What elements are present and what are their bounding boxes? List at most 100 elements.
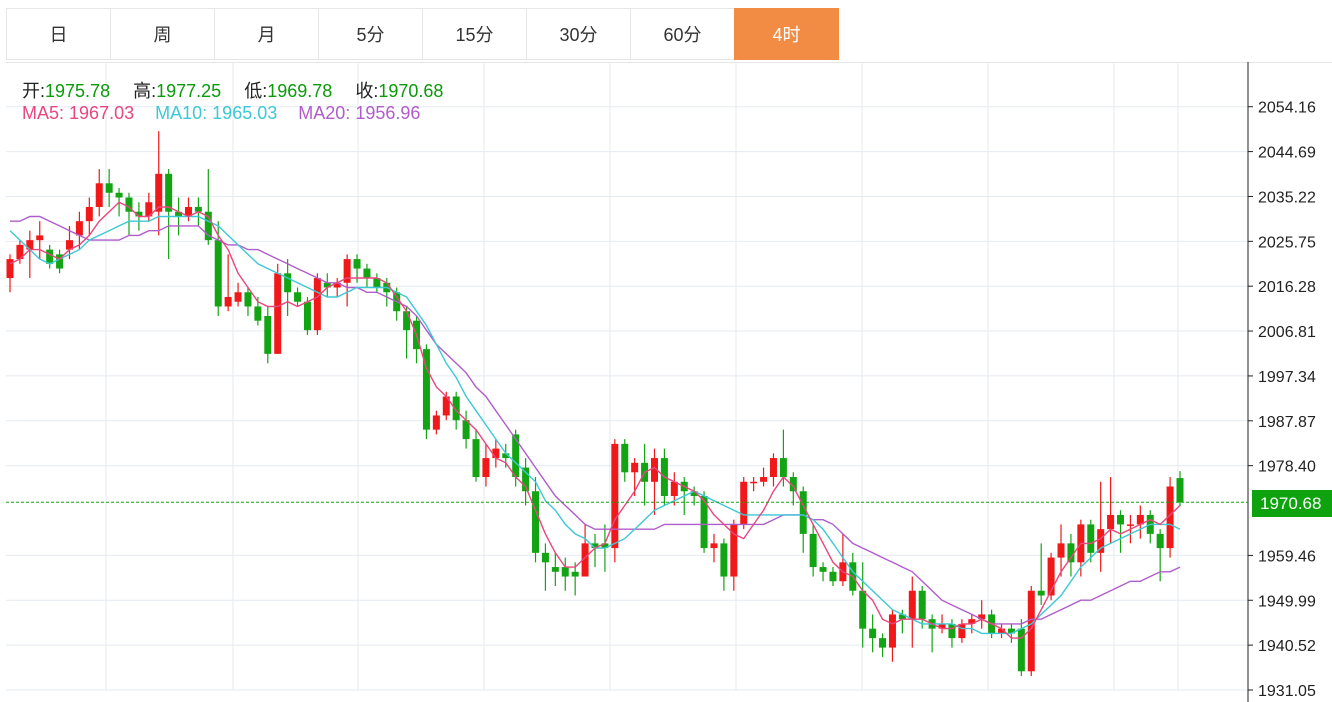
candle-down	[194, 206, 202, 212]
candle-down	[294, 292, 302, 302]
candle-down	[502, 453, 510, 459]
candle-down	[1156, 533, 1164, 549]
tab-15min[interactable]: 15分	[422, 8, 527, 60]
candle-down	[879, 638, 887, 648]
ohlc-readout: 开:1975.78 高:1977.25 低:1969.78 收:1970.68	[22, 77, 461, 103]
candle-up	[234, 292, 242, 302]
low-value: 1969.78	[267, 81, 333, 101]
candle-down	[105, 183, 113, 193]
y-tick-label: 2044.69	[1258, 145, 1316, 162]
candle-down	[303, 301, 311, 331]
tab-60min[interactable]: 60分	[630, 8, 735, 60]
ma10-readout: MA10: 1965.03	[155, 103, 277, 123]
tab-4hour[interactable]: 4时	[734, 8, 839, 60]
candle-down	[46, 249, 54, 264]
y-tick-label: 2054.16	[1258, 100, 1316, 117]
y-tick-label: 2025.75	[1258, 234, 1316, 251]
ma20-label: MA20:	[298, 103, 351, 123]
candle-up	[938, 623, 946, 629]
y-tick-label: 1931.05	[1258, 683, 1316, 700]
candle-up	[224, 296, 232, 307]
candle-up	[26, 240, 34, 250]
candle-up	[769, 458, 777, 478]
candle-up	[581, 543, 589, 577]
candle-up	[908, 590, 916, 620]
candle-up	[1047, 557, 1055, 596]
candle-down	[56, 254, 64, 269]
ma-lines	[6, 201, 1248, 639]
ma5-label: MA5:	[22, 103, 65, 123]
candle-down	[254, 306, 262, 321]
candle-down	[165, 173, 173, 212]
y-tick-label: 1978.40	[1258, 459, 1316, 476]
candle-up	[442, 396, 450, 416]
y-tick-label: 1940.52	[1258, 638, 1316, 655]
candle-down	[1176, 478, 1184, 503]
ma5-readout: MA5: 1967.03	[22, 103, 134, 123]
ma-readout: MA5: 1967.03 MA10: 1965.03 MA20: 1956.96	[22, 103, 420, 124]
candle-down	[135, 211, 143, 217]
candle-up	[1136, 514, 1144, 525]
ma5-value: 1967.03	[69, 103, 135, 123]
candle-down	[799, 491, 807, 534]
y-tick-label: 1959.46	[1258, 548, 1316, 565]
candle-up	[313, 278, 321, 331]
tab-5min[interactable]: 5分	[318, 8, 423, 60]
candle-up	[650, 458, 658, 482]
last-price-tag: 1970.68	[1252, 490, 1332, 517]
candle-down	[571, 571, 579, 577]
candle-up	[85, 206, 93, 222]
candle-up	[6, 259, 14, 279]
ma10-line	[9, 215, 1181, 635]
candle-down	[948, 623, 956, 639]
candle-down	[1067, 543, 1075, 563]
period-tabs: 日 周 月 5分 15分 30分 60分 4时	[6, 8, 846, 62]
candle-up	[1097, 529, 1105, 553]
candle-down	[125, 197, 133, 212]
candle-up	[274, 273, 282, 354]
candle-up	[1166, 486, 1174, 549]
candle-up	[482, 458, 490, 478]
candle-down	[601, 543, 609, 549]
candle-down	[621, 443, 629, 473]
candle-down	[898, 614, 906, 620]
candle-up	[184, 206, 192, 217]
candle-up	[760, 477, 768, 482]
candle-down	[859, 590, 867, 629]
candle-down	[422, 349, 430, 430]
high-value: 1977.25	[156, 81, 222, 101]
tab-week[interactable]: 周	[110, 8, 215, 60]
candle-down	[918, 590, 926, 620]
candle-down	[1007, 628, 1015, 634]
candle-up	[888, 614, 896, 648]
candle-up	[1027, 590, 1035, 672]
tab-30min[interactable]: 30分	[526, 8, 631, 60]
candle-up	[670, 481, 678, 496]
candle-down	[532, 491, 540, 553]
ma20-readout: MA20: 1956.96	[298, 103, 420, 123]
candle-down	[403, 311, 411, 331]
candle-up	[978, 614, 986, 620]
candle-down	[1087, 524, 1095, 553]
y-tick-label: 2016.28	[1258, 279, 1316, 296]
candle-up	[95, 183, 103, 207]
low-label: 低:	[244, 81, 268, 101]
candle-up	[155, 173, 163, 212]
candle-up	[75, 221, 83, 236]
candle-down	[353, 259, 361, 269]
ma10-value: 1965.03	[212, 103, 278, 123]
grid-lines	[6, 62, 1249, 702]
candle-down	[829, 571, 837, 582]
candle-up	[710, 543, 718, 549]
y-tick-label: 1997.34	[1258, 369, 1316, 386]
y-axis: 2054.16 2044.69 2035.22 2025.75 2016.28 2006.…	[1248, 100, 1316, 700]
candle-down	[561, 567, 569, 577]
candle-down	[700, 495, 708, 549]
close-label: 收:	[355, 81, 379, 101]
y-tick-label: 1987.87	[1258, 414, 1316, 431]
candle-down	[1017, 628, 1025, 672]
tab-month[interactable]: 月	[214, 8, 319, 60]
candle-down	[551, 567, 559, 572]
candle-up	[145, 202, 153, 217]
tab-day[interactable]: 日	[6, 8, 111, 60]
